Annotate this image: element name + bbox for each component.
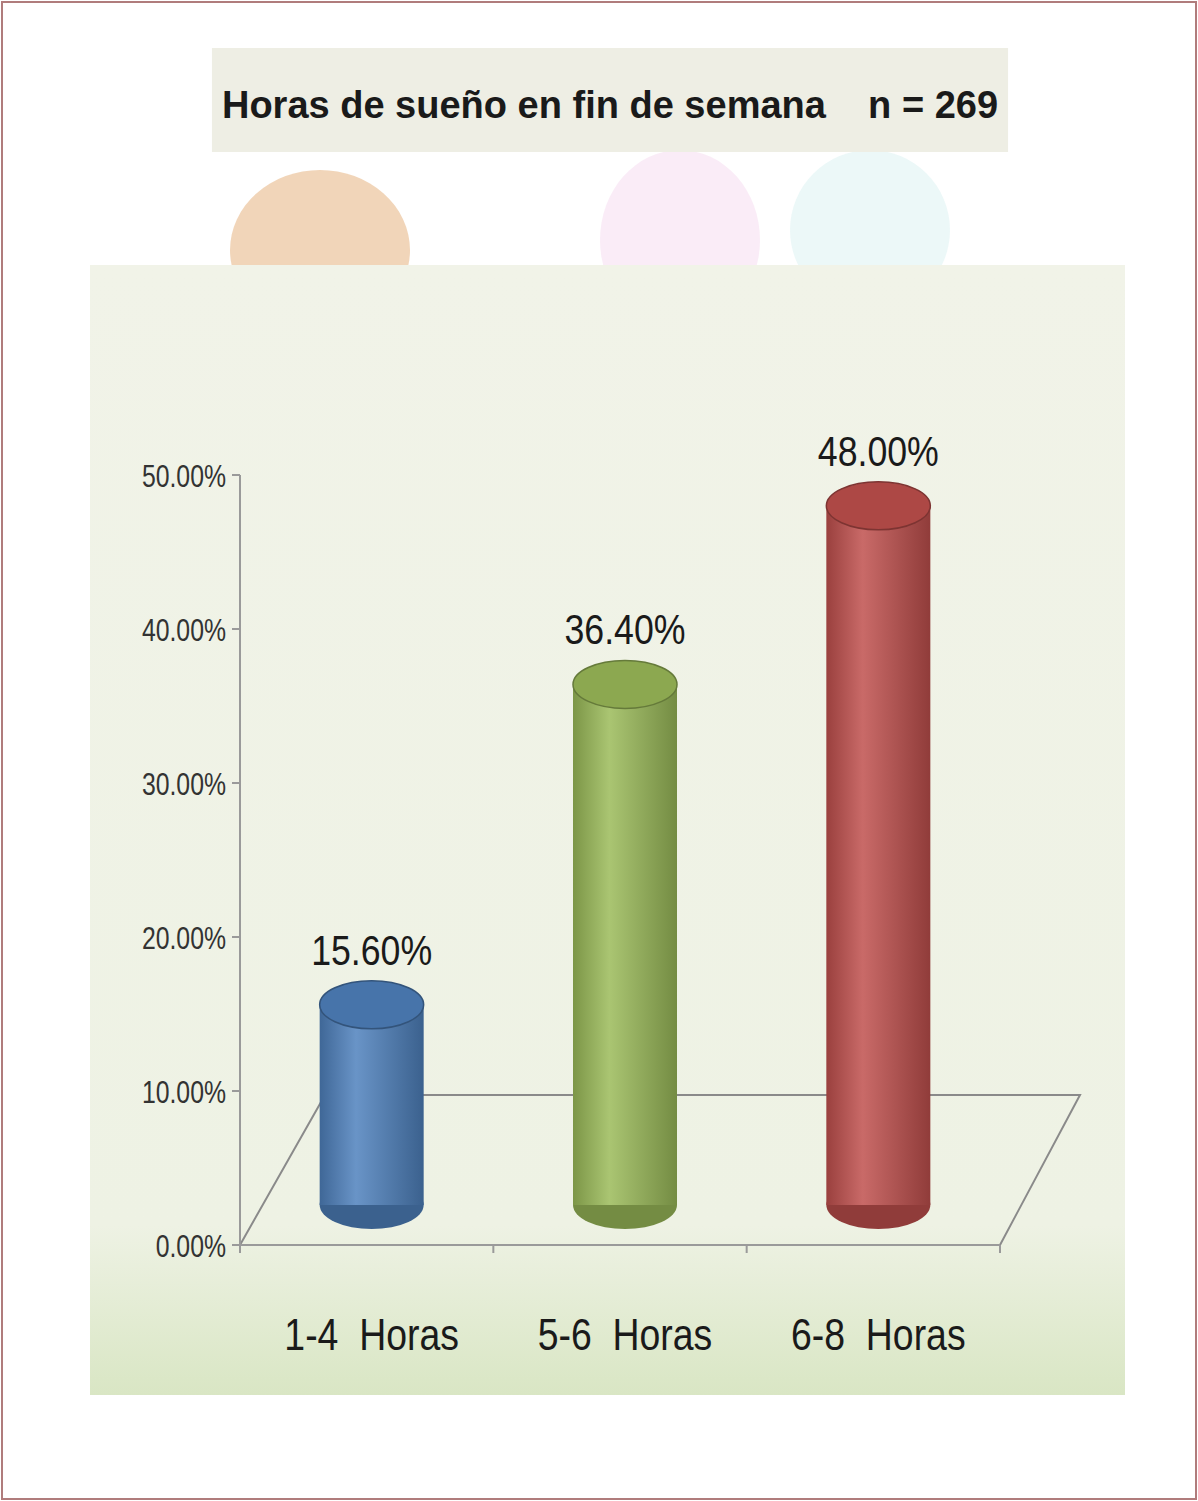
y-axis-line [239,475,241,1245]
data-label: 48.00% [818,428,939,474]
bar [826,482,930,1229]
y-tick [232,1090,240,1092]
bars [320,482,931,1229]
bar-body [320,1005,424,1205]
x-tick [492,1245,494,1253]
y-tick-label: 40.00% [142,613,226,647]
bar-top [573,660,677,708]
x-axis-line [240,1244,1000,1246]
data-label: 36.40% [564,607,685,653]
y-tick-label: 30.00% [142,767,226,801]
y-tick-label: 50.00% [142,459,226,493]
y-tick [232,1244,240,1246]
bar-body [573,684,677,1205]
bar [573,660,677,1229]
data-label: 15.60% [311,927,432,973]
bar-body [826,506,930,1205]
x-tick [239,1245,241,1253]
y-tick [232,936,240,938]
y-tick-label: 0.00% [156,1229,226,1263]
bar-top [826,482,930,530]
bar-top [320,981,424,1029]
title-group: Horas de sueño en fin de semana n = 269 [212,48,1008,152]
x-tick-label: 5-6 Horas [538,1310,713,1360]
page-frame [2,2,1196,1499]
chart-root: Horas de sueño en fin de semana n = 269 0… [0,0,1198,1501]
y-tick [232,474,240,476]
y-tick [232,628,240,630]
plot-panel [90,265,1125,1395]
title-box [212,48,1008,152]
y-tick-label: 10.00% [142,1075,226,1109]
x-tick-label: 1-4 Horas [284,1310,459,1360]
x-tick [999,1245,1001,1253]
chart-title: Horas de sueño en fin de semana n = 269 [222,84,998,126]
y-tick [232,782,240,784]
x-tick [746,1245,748,1253]
y-tick-label: 20.00% [142,921,226,955]
bar [320,981,424,1229]
x-tick-label: 6-8 Horas [791,1310,966,1360]
